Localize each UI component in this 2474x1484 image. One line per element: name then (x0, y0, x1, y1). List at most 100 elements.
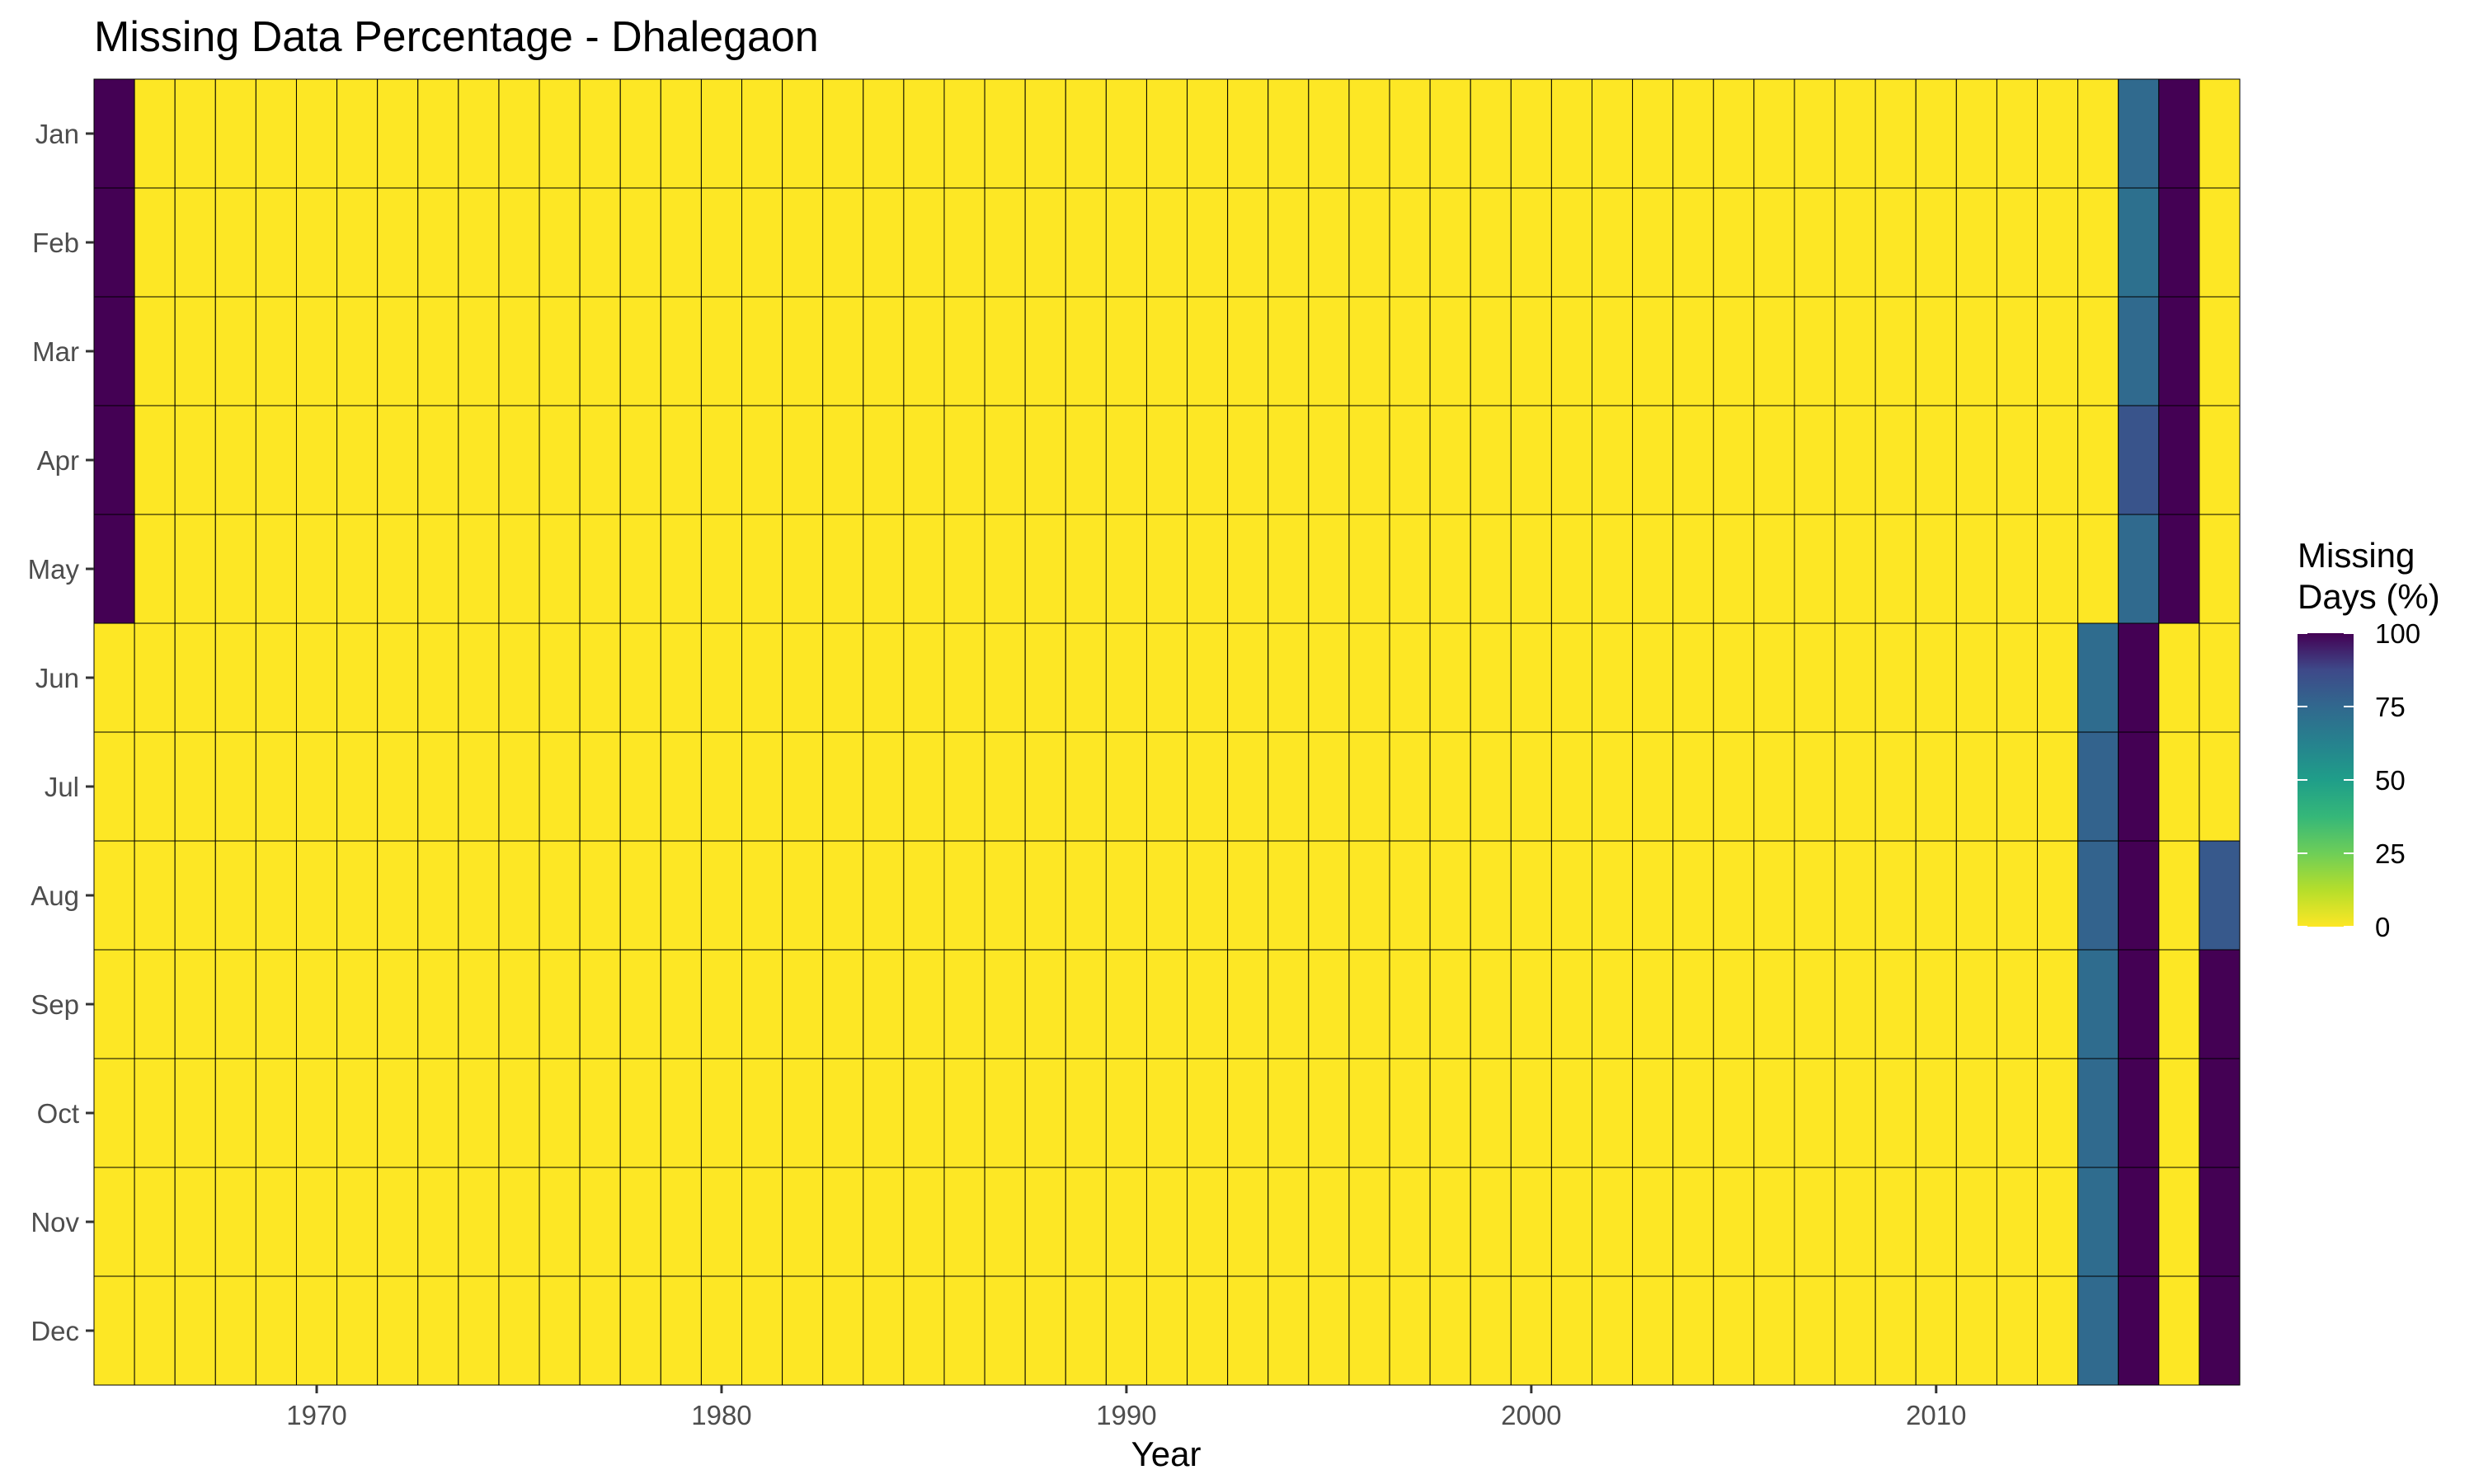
heatmap-tile-1996-jun (1348, 622, 1390, 733)
heatmap-tile-1998-mar (1429, 296, 1471, 406)
heatmap-tile-1971-dec (336, 1275, 379, 1386)
heatmap-tile-2014-dec (2077, 1275, 2119, 1386)
heatmap-tile-2001-jan (1550, 78, 1592, 189)
heatmap-tile-1991-jan (1145, 78, 1188, 189)
heatmap-tile-1970-may (295, 514, 338, 624)
heatmap-tile-1987-jul (984, 731, 1026, 842)
heatmap-tile-2016-mar (2158, 296, 2200, 406)
heatmap-tile-2003-jun (1632, 622, 1674, 733)
heatmap-tile-1989-may (1065, 514, 1107, 624)
heatmap-tile-1988-oct (1024, 1058, 1066, 1168)
heatmap-tile-1971-aug (336, 840, 379, 951)
heatmap-tile-2012-jun (1996, 622, 2039, 733)
heatmap-tile-1986-apr (943, 405, 985, 515)
heatmap-tile-1989-feb (1065, 187, 1107, 298)
heatmap-tile-1974-oct (458, 1058, 500, 1168)
heatmap-tile-1980-may (700, 514, 743, 624)
heatmap-tile-1979-apr (660, 405, 702, 515)
heatmap-tile-1966-jun (134, 622, 176, 733)
heatmap-tile-1998-jul (1429, 731, 1471, 842)
heatmap-tile-2013-jan (2037, 78, 2079, 189)
heatmap-tile-2017-nov (2199, 1167, 2241, 1277)
heatmap-tile-1976-sep (539, 949, 581, 1059)
heatmap-tile-2000-jul (1510, 731, 1552, 842)
heatmap-tile-1995-jan (1308, 78, 1350, 189)
heatmap-tile-1970-nov (295, 1167, 338, 1277)
heatmap-tile-1968-nov (214, 1167, 256, 1277)
heatmap-tile-1970-oct (295, 1058, 338, 1168)
heatmap-tile-1972-jun (377, 622, 419, 733)
heatmap-tile-2003-sep (1632, 949, 1674, 1059)
heatmap-tile-2017-jan (2199, 78, 2241, 189)
heatmap-tile-2006-jan (1753, 78, 1795, 189)
heatmap-tile-1996-dec (1348, 1275, 1390, 1386)
heatmap-tile-1982-sep (782, 949, 824, 1059)
heatmap-tile-1971-feb (336, 187, 379, 298)
heatmap-tile-2013-mar (2037, 296, 2079, 406)
heatmap-tile-2011-apr (1955, 405, 1997, 515)
heatmap-tile-2006-aug (1753, 840, 1795, 951)
heatmap-tile-1994-may (1268, 514, 1310, 624)
heatmap-tile-1965-feb (93, 187, 135, 298)
heatmap-tile-1982-may (782, 514, 824, 624)
heatmap-tile-2000-jun (1510, 622, 1552, 733)
heatmap-tile-1994-apr (1268, 405, 1310, 515)
heatmap-tile-1979-aug (660, 840, 702, 951)
heatmap-tile-2009-jul (1874, 731, 1917, 842)
heatmap-tile-1982-apr (782, 405, 824, 515)
heatmap-tile-1999-jun (1470, 622, 1512, 733)
heatmap-tile-2016-jun (2158, 622, 2200, 733)
heatmap-tile-2002-jun (1591, 622, 1634, 733)
heatmap-tile-1966-nov (134, 1167, 176, 1277)
heatmap-tile-2013-nov (2037, 1167, 2079, 1277)
heatmap-tile-2000-aug (1510, 840, 1552, 951)
heatmap-tile-2007-nov (1794, 1167, 1836, 1277)
heatmap-tile-2003-may (1632, 514, 1674, 624)
x-tick-label-2000: 2000 (1501, 1400, 1561, 1430)
heatmap-tile-1997-may (1389, 514, 1431, 624)
heatmap-tile-2015-dec (2118, 1275, 2160, 1386)
heatmap-tile-1981-jun (741, 622, 783, 733)
heatmap-tile-2011-mar (1955, 296, 1997, 406)
heatmap-tile-1965-dec (93, 1275, 135, 1386)
heatmap-tile-1972-may (377, 514, 419, 624)
heatmap-tile-1998-aug (1429, 840, 1471, 951)
heatmap-tile-1974-aug (458, 840, 500, 951)
heatmap-tile-2005-aug (1713, 840, 1755, 951)
heatmap-tile-1977-jan (579, 78, 621, 189)
heatmap-tile-2002-mar (1591, 296, 1634, 406)
heatmap-tile-1984-sep (863, 949, 905, 1059)
heatmap-tile-2000-may (1510, 514, 1552, 624)
legend-title-line-1: Missing (2298, 536, 2415, 575)
heatmap-tile-1994-jun (1268, 622, 1310, 733)
heatmap-tile-2004-jul (1672, 731, 1714, 842)
legend-tick-label-25: 25 (2375, 838, 2406, 869)
x-tick-label-1970: 1970 (286, 1400, 346, 1430)
heatmap-tile-1979-feb (660, 187, 702, 298)
heatmap-tile-1985-may (903, 514, 945, 624)
heatmap-tile-1975-jan (498, 78, 540, 189)
heatmap-tile-1968-jul (214, 731, 256, 842)
heatmap-tile-2009-jan (1874, 78, 1917, 189)
heatmap-tile-1990-dec (1105, 1275, 1147, 1386)
heatmap-tile-1997-sep (1389, 949, 1431, 1059)
heatmap-tile-2010-nov (1915, 1167, 1957, 1277)
heatmap-tile-1992-may (1187, 514, 1229, 624)
heatmap-tile-1995-jul (1308, 731, 1350, 842)
heatmap-tile-1991-aug (1145, 840, 1188, 951)
heatmap-tile-1976-jul (539, 731, 581, 842)
heatmap-tile-2002-may (1591, 514, 1634, 624)
heatmap-tile-1991-jul (1145, 731, 1188, 842)
heatmap-tile-1970-jul (295, 731, 338, 842)
heatmap-tile-1981-may (741, 514, 783, 624)
heatmap-tile-1984-jun (863, 622, 905, 733)
heatmap-tile-2009-mar (1874, 296, 1917, 406)
heatmap-tile-1977-may (579, 514, 621, 624)
heatmap-tile-1984-jan (863, 78, 905, 189)
heatmap-tile-2015-nov (2118, 1167, 2160, 1277)
heatmap-tile-2000-dec (1510, 1275, 1552, 1386)
heatmap-tile-1974-jan (458, 78, 500, 189)
heatmap-tile-1979-jun (660, 622, 702, 733)
heatmap-tile-1984-oct (863, 1058, 905, 1168)
